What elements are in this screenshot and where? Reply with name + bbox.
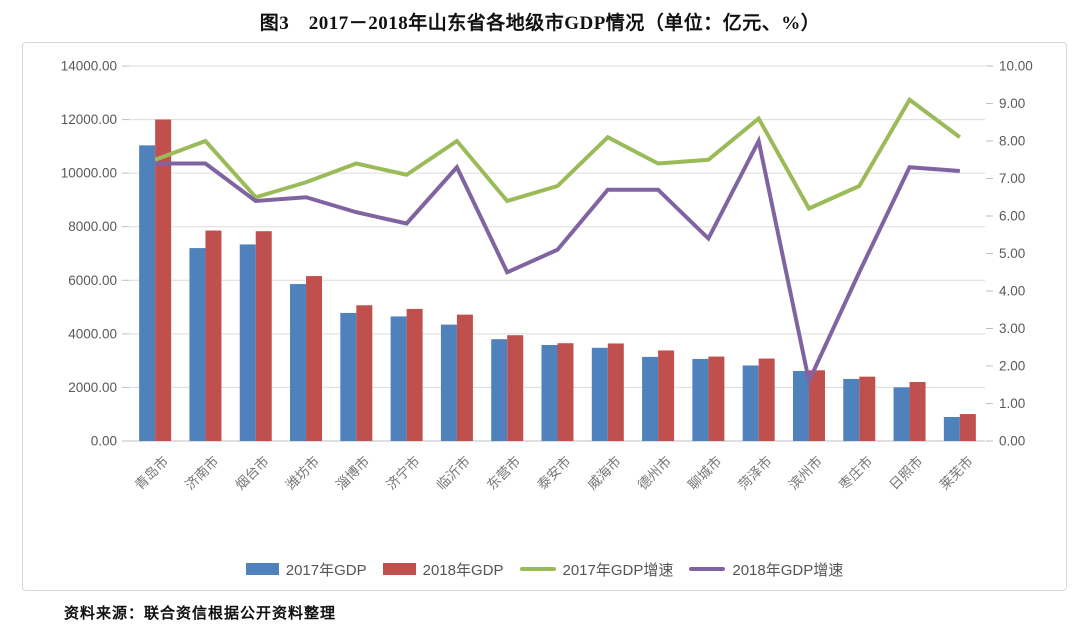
x-axis-label: 青岛市 xyxy=(131,453,171,493)
legend-item-2018-growth: 2018年GDP增速 xyxy=(689,559,843,580)
bar-2017年GDP xyxy=(642,356,659,441)
bar-2018年GDP xyxy=(658,350,675,441)
x-axis-label: 淄博市 xyxy=(332,453,372,493)
right-axis-tick-label: 1.00 xyxy=(999,396,1025,411)
left-axis-tick-label: 8000.00 xyxy=(68,219,117,234)
left-axis-tick-label: 2000.00 xyxy=(68,380,117,395)
right-axis-tick-label: 9.00 xyxy=(999,96,1025,111)
left-axis-tick-label: 4000.00 xyxy=(68,326,117,341)
source-note: 资料来源：联合资信根据公开资料整理 xyxy=(64,606,337,622)
bar-2018年GDP xyxy=(155,119,172,442)
bar-2017年GDP xyxy=(591,347,608,441)
line-2018年GDP增速 xyxy=(155,135,961,388)
x-axis-label: 泰安市 xyxy=(534,453,574,493)
right-axis-tick-label: 2.00 xyxy=(999,359,1025,374)
right-axis-tick-label: 6.00 xyxy=(999,209,1025,224)
legend: 2017年GDP 2018年GDP 2017年GDP增速 2018年GDP增速 xyxy=(23,548,1066,590)
x-axis-label: 枣庄市 xyxy=(835,453,875,493)
bar-2018年GDP xyxy=(607,343,624,441)
left-axis-tick-label: 14000.00 xyxy=(61,59,117,74)
x-axis-label: 威海市 xyxy=(584,453,624,493)
x-axis-label: 莱芜市 xyxy=(936,453,976,493)
bar-2017年GDP xyxy=(491,339,508,441)
legend-swatch-2018-growth xyxy=(689,567,726,571)
x-axis-label: 临沂市 xyxy=(433,453,473,493)
right-axis-tick-label: 8.00 xyxy=(999,134,1025,149)
bar-2018年GDP xyxy=(959,414,976,441)
right-axis-tick-label: 10.00 xyxy=(999,59,1033,74)
right-axis-tick-label: 4.00 xyxy=(999,284,1025,299)
bar-2017年GDP xyxy=(390,316,407,441)
right-axis-tick-label: 0.00 xyxy=(999,434,1025,449)
bar-2018年GDP xyxy=(909,382,926,441)
x-axis-label: 聊城市 xyxy=(685,453,725,493)
bar-2018年GDP xyxy=(306,276,323,441)
bar-2018年GDP xyxy=(406,308,423,441)
legend-swatch-2018-gdp xyxy=(382,563,416,575)
legend-label-2018-growth: 2018年GDP增速 xyxy=(732,561,844,579)
left-axis-tick-label: 6000.00 xyxy=(68,273,117,288)
x-axis-label: 烟台市 xyxy=(232,453,272,493)
right-axis-tick-label: 3.00 xyxy=(999,321,1025,336)
bar-2017年GDP xyxy=(893,387,910,441)
chart-title: 图3 2017－2018年山东省各地级市GDP情况（单位：亿元、%） xyxy=(259,13,821,34)
legend-label-2017-gdp: 2017年GDP xyxy=(285,561,367,579)
bar-2017年GDP xyxy=(239,244,256,441)
left-axis-tick-label: 10000.00 xyxy=(61,166,117,181)
bar-2018年GDP xyxy=(557,343,574,441)
left-axis-tick-label: 0.00 xyxy=(91,434,117,449)
x-axis-label: 济宁市 xyxy=(383,453,423,493)
x-axis-label: 菏泽市 xyxy=(735,453,775,493)
bar-2018年GDP xyxy=(859,376,876,441)
chart-canvas: 0.00 2000.00 4000.00 6000.00 8000.00 10000.00… xyxy=(61,59,1033,493)
bar-2017年GDP xyxy=(139,145,156,441)
bar-2017年GDP xyxy=(742,365,759,441)
bar-2018年GDP xyxy=(808,370,825,441)
bar-2017年GDP xyxy=(290,284,307,441)
bar-2017年GDP xyxy=(440,324,457,441)
bar-2017年GDP xyxy=(692,358,709,441)
bar-2018年GDP xyxy=(456,314,473,441)
bar-2017年GDP xyxy=(340,312,357,441)
x-axis-label: 滨州市 xyxy=(785,453,825,493)
x-axis-label: 济南市 xyxy=(182,453,222,493)
bar-2018年GDP xyxy=(205,230,222,441)
legend-item-2018-gdp: 2018年GDP xyxy=(382,559,504,580)
bar-2017年GDP xyxy=(943,417,960,441)
legend-swatch-2017-growth xyxy=(519,567,556,571)
x-axis-label: 潍坊市 xyxy=(282,453,322,493)
line-2017年GDP增速 xyxy=(154,96,962,212)
bar-2018年GDP xyxy=(356,305,373,441)
chart-frame: 0.00 2000.00 4000.00 6000.00 8000.00 10000.00… xyxy=(22,42,1067,591)
legend-label-2018-gdp: 2018年GDP xyxy=(422,561,504,579)
right-axis-tick-label: 5.00 xyxy=(999,246,1025,261)
bar-2017年GDP xyxy=(843,378,860,441)
bar-2017年GDP xyxy=(541,344,558,441)
bar-2018年GDP xyxy=(758,358,775,441)
x-axis-label: 日照市 xyxy=(886,453,926,493)
bar-2018年GDP xyxy=(255,231,272,441)
bar-2017年GDP xyxy=(189,248,206,441)
legend-item-2017-gdp: 2017年GDP xyxy=(245,559,367,580)
x-axis-label: 德州市 xyxy=(634,453,674,493)
bar-2018年GDP xyxy=(708,356,725,441)
right-axis-tick-label: 7.00 xyxy=(999,171,1025,186)
x-axis-label: 东营市 xyxy=(483,453,523,493)
left-axis-tick-label: 12000.00 xyxy=(61,112,117,127)
bar-2018年GDP xyxy=(507,335,524,441)
legend-swatch-2017-gdp xyxy=(245,563,279,575)
bar-2017年GDP xyxy=(792,371,809,441)
legend-item-2017-growth: 2017年GDP增速 xyxy=(519,559,674,580)
legend-label-2017-growth: 2017年GDP增速 xyxy=(562,561,674,579)
